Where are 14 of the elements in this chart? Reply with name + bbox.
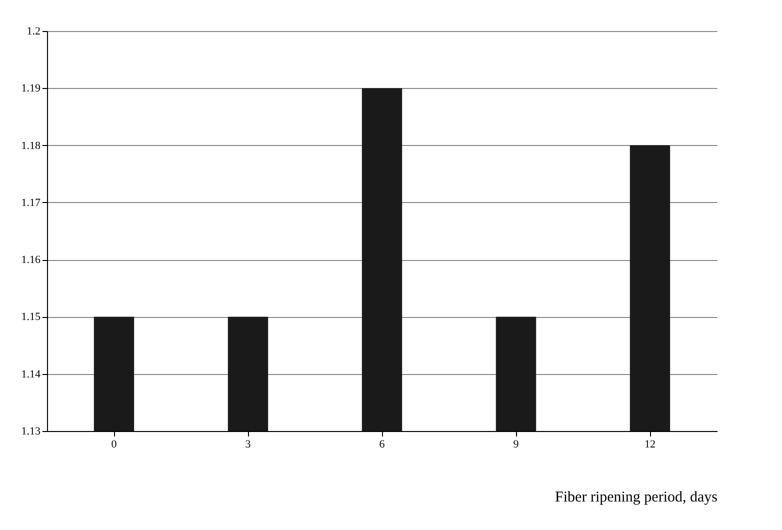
x-tick-label: 3: [245, 438, 252, 450]
x-tick-label: 9: [513, 438, 520, 450]
y-tick-label: 1.19: [21, 82, 41, 95]
y-tick-label: 1.16: [21, 254, 41, 266]
y-tick-label: 1.2: [26, 26, 40, 38]
y-tick-label: 1.15: [21, 311, 41, 324]
y-tick-label: 1.13: [21, 426, 41, 438]
y-tick-label: 1.18: [21, 140, 41, 152]
x-axis-title: Fiber ripening period, days: [555, 490, 718, 506]
x-tick-label: 6: [379, 438, 386, 450]
y-tick-label: 1.14: [21, 368, 41, 380]
x-tick-label: 0: [111, 438, 118, 450]
x-tick-label: 12: [644, 438, 656, 450]
y-tick-label: 1.17: [21, 196, 41, 209]
